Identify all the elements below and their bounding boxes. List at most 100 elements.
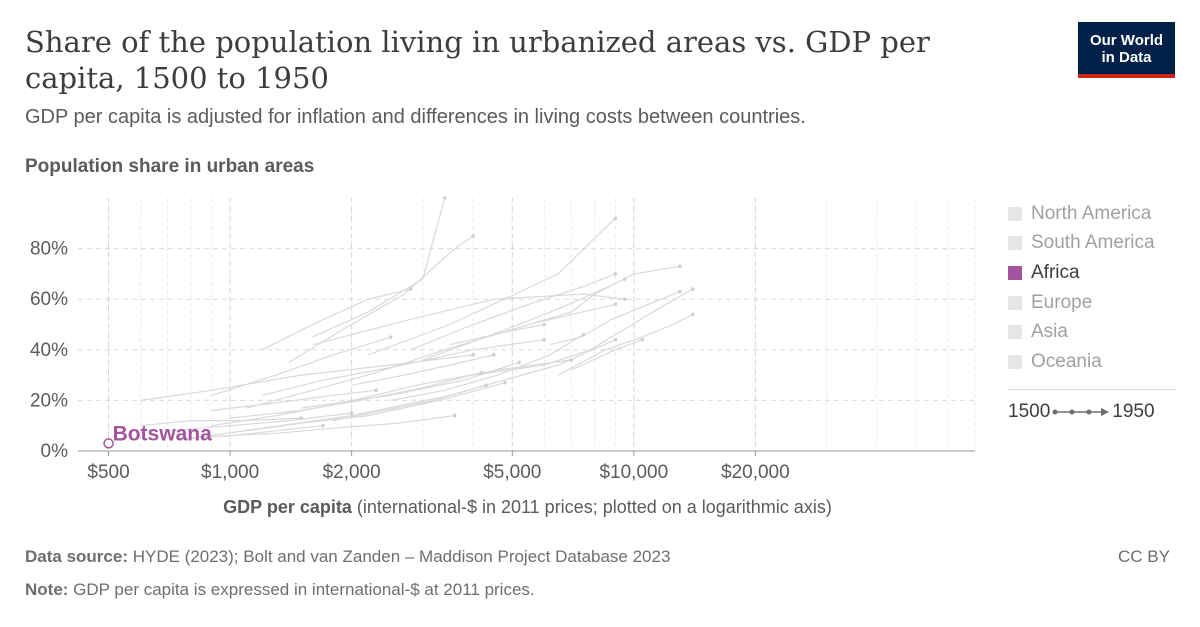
note: Note: GDP per capita is expressed in int…	[25, 580, 535, 600]
background-series-line	[261, 288, 411, 351]
x-tick-label: $1,000	[201, 462, 259, 483]
background-series-line	[473, 288, 694, 376]
background-series-endpoint	[581, 332, 586, 337]
background-series-line	[179, 425, 324, 439]
legend-item-europe[interactable]: Europe	[1008, 288, 1155, 318]
y-tick-label: 0%	[41, 441, 69, 462]
legend-divider	[1008, 389, 1176, 390]
background-series-line	[422, 278, 626, 361]
legend-item-south-america[interactable]: South America	[1008, 229, 1155, 259]
chart-subtitle: GDP per capita is adjusted for inflation…	[25, 106, 806, 128]
data-source-label: Data source:	[25, 547, 128, 566]
y-tick-label: 20%	[30, 390, 68, 411]
background-series-endpoint	[408, 287, 413, 291]
logo-line-1: Our World	[1089, 32, 1164, 49]
legend-swatch-africa	[1008, 265, 1022, 280]
legend-item-oceania[interactable]: Oceania	[1008, 347, 1155, 377]
background-series-endpoint	[388, 335, 393, 339]
x-tick-label: $5,000	[483, 462, 541, 483]
background-series-line	[140, 417, 302, 427]
legend-swatch	[1008, 236, 1022, 251]
y-axis-title: Population share in urban areas	[25, 156, 315, 177]
legend-item-north-america[interactable]: North America	[1008, 199, 1155, 229]
data-source-text: HYDE (2023); Bolt and van Zanden – Maddi…	[127, 547, 671, 566]
background-series-line	[301, 361, 520, 409]
background-series-endpoint	[569, 358, 574, 362]
background-series-endpoint	[349, 411, 354, 415]
timeline-arrow-icon	[1052, 408, 1110, 416]
botswana-label: Botswana	[113, 422, 213, 445]
background-series-endpoint	[492, 353, 496, 357]
region-legend: North America South America Africa Europ…	[1008, 199, 1155, 377]
x-tick-label: $500	[87, 462, 129, 483]
background-series-line	[261, 339, 545, 396]
y-tick-label: 60%	[30, 289, 68, 310]
legend-swatch	[1008, 295, 1022, 310]
background-series-line	[410, 273, 616, 351]
background-series-line	[246, 382, 506, 432]
background-series-line	[549, 291, 681, 346]
background-series-line	[167, 412, 352, 432]
background-series-endpoint	[442, 196, 447, 200]
botswana-point	[103, 438, 114, 449]
time-range-indicator[interactable]: 1500 1950	[1008, 401, 1155, 423]
background-series-endpoint	[691, 312, 695, 317]
background-series-endpoint	[299, 416, 303, 420]
y-tick-label: 80%	[30, 239, 68, 260]
scatter-chart: 0% 20% 40% 60% 80% $500 $1,000 $2,000 $5,000 $10,…	[30, 196, 976, 483]
timeline-end: 1950	[1112, 401, 1155, 422]
background-series-endpoint	[613, 337, 618, 342]
background-series-endpoint	[321, 423, 325, 428]
x-tick-label: $10,000	[599, 462, 668, 483]
background-series-endpoint	[517, 360, 521, 365]
legend-swatch	[1008, 206, 1022, 221]
background-series-endpoint	[471, 234, 475, 238]
x-tick-label: $20,000	[721, 462, 790, 483]
legend-label: Oceania	[1031, 350, 1102, 372]
background-series-line	[512, 265, 680, 331]
background-series-endpoint	[471, 353, 475, 357]
x-tick-label: $2,000	[323, 462, 381, 483]
chart-title: Share of the population living in urbani…	[25, 25, 930, 95]
background-series-endpoint	[479, 370, 484, 375]
owid-logo[interactable]: Our World in Data	[1078, 22, 1175, 78]
background-series-endpoint	[678, 264, 682, 269]
background-series-line	[288, 235, 474, 363]
background-series-endpoint	[542, 337, 547, 342]
background-series-endpoint	[623, 297, 627, 302]
note-label: Note:	[25, 580, 69, 599]
background-series-line	[211, 389, 377, 412]
legend-label: North America	[1031, 202, 1152, 224]
note-text: GDP per capita is expressed in internati…	[68, 580, 535, 599]
background-series-line	[449, 323, 545, 346]
legend-label: Asia	[1031, 321, 1068, 343]
background-series-endpoint	[503, 380, 507, 385]
background-series-endpoint	[542, 322, 547, 327]
legend-swatch	[1008, 325, 1022, 340]
background-series-line	[246, 303, 616, 409]
background-series-line	[333, 384, 486, 422]
background-series-endpoint	[484, 383, 488, 388]
legend-item-africa[interactable]: Africa	[1008, 258, 1155, 288]
background-series-endpoint	[691, 287, 695, 291]
background-series-line	[211, 336, 391, 396]
legend-label: South America	[1031, 232, 1155, 254]
legend-swatch	[1008, 354, 1022, 369]
legend-label: Europe	[1031, 291, 1093, 313]
background-series-line	[558, 313, 694, 376]
background-series-line	[230, 372, 482, 419]
license-link[interactable]: CC BY	[1118, 547, 1170, 566]
background-series-endpoint	[640, 337, 645, 342]
data-source: Data source: HYDE (2023); Bolt and van Z…	[25, 547, 670, 567]
background-series-line	[312, 293, 625, 346]
x-axis-title: GDP per capita (international-$ in 2011 …	[0, 497, 1055, 518]
y-tick-label: 40%	[30, 340, 68, 361]
background-series-line	[390, 334, 584, 401]
background-series-line	[351, 354, 494, 386]
legend-item-asia[interactable]: Asia	[1008, 317, 1155, 347]
background-series-endpoint	[452, 413, 457, 418]
background-series-endpoint	[613, 272, 618, 276]
background-series-line	[571, 339, 643, 371]
legend-label: Africa	[1031, 261, 1080, 283]
background-series-endpoint	[613, 302, 618, 307]
